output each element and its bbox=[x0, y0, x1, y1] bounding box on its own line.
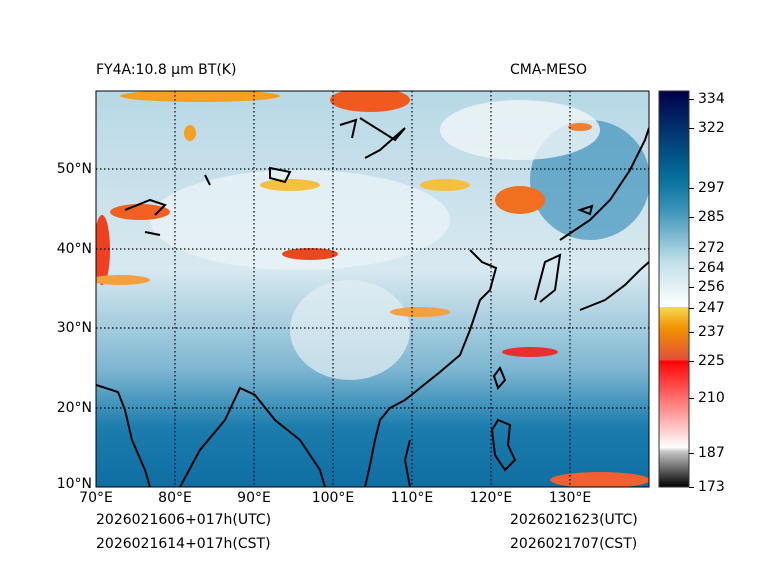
map-frame bbox=[95, 90, 650, 488]
x-tick-label: 70°E bbox=[79, 490, 113, 506]
colorbar-tick-label: 225 bbox=[698, 353, 725, 369]
colorbar-tick-mark bbox=[689, 217, 694, 218]
x-tick-label: 80°E bbox=[158, 490, 192, 506]
colorbar-tick-mark bbox=[689, 398, 694, 399]
colorbar-tick-mark bbox=[689, 361, 694, 362]
x-tick-label: 110°E bbox=[390, 490, 434, 506]
colorbar-tick-label: 264 bbox=[698, 260, 725, 276]
colorbar-tick-label: 272 bbox=[698, 240, 725, 256]
y-tick-label: 20°N bbox=[56, 400, 92, 416]
colorbar-tick-mark bbox=[689, 268, 694, 269]
colorbar-tick-label: 247 bbox=[698, 300, 725, 316]
colorbar-tick-label: 256 bbox=[698, 279, 725, 295]
colorbar-tick-mark bbox=[689, 99, 694, 100]
init-time-utc: 2026021606+017h(UTC) bbox=[96, 512, 272, 528]
colorbar-tick-label: 173 bbox=[698, 479, 725, 495]
x-tick-label: 90°E bbox=[237, 490, 271, 506]
valid-time-cst: 2026021707(CST) bbox=[510, 536, 638, 552]
y-tick-label: 10°N bbox=[56, 476, 92, 492]
colorbar-tick-mark bbox=[689, 287, 694, 288]
coastlines bbox=[96, 117, 649, 487]
map-title: FY4A:10.8 µm BT(K) bbox=[96, 62, 237, 78]
x-tick-label: 100°E bbox=[311, 490, 355, 506]
colorbar-tick-mark bbox=[689, 332, 694, 333]
colorbar-tick-mark bbox=[689, 487, 694, 488]
colorbar-tick-label: 237 bbox=[698, 324, 725, 340]
colorbar-tick-mark bbox=[689, 248, 694, 249]
colorbar bbox=[658, 90, 690, 488]
colorbar-tick-mark bbox=[689, 188, 694, 189]
colorbar-tick-label: 334 bbox=[698, 91, 725, 107]
colorbar-tick-label: 322 bbox=[698, 120, 725, 136]
graticule bbox=[96, 91, 649, 487]
init-time-cst: 2026021614+017h(CST) bbox=[96, 536, 271, 552]
y-tick-label: 50°N bbox=[56, 161, 92, 177]
y-tick-label: 40°N bbox=[56, 241, 92, 257]
colorbar-tick-label: 210 bbox=[698, 390, 725, 406]
model-label: CMA-MESO bbox=[510, 62, 588, 78]
colorbar-tick-label: 187 bbox=[698, 445, 725, 461]
valid-time-utc: 2026021623(UTC) bbox=[510, 512, 638, 528]
cold-cloud-areas bbox=[96, 91, 649, 487]
colorbar-tick-mark bbox=[689, 308, 694, 309]
colorbar-tick-mark bbox=[689, 453, 694, 454]
colorbar-tick-label: 297 bbox=[698, 180, 725, 196]
x-tick-label: 120°E bbox=[469, 490, 513, 506]
colorbar-tick-label: 285 bbox=[698, 209, 725, 225]
y-tick-label: 30°N bbox=[56, 320, 92, 336]
colorbar-tick-mark bbox=[689, 128, 694, 129]
x-tick-label: 130°E bbox=[548, 490, 592, 506]
